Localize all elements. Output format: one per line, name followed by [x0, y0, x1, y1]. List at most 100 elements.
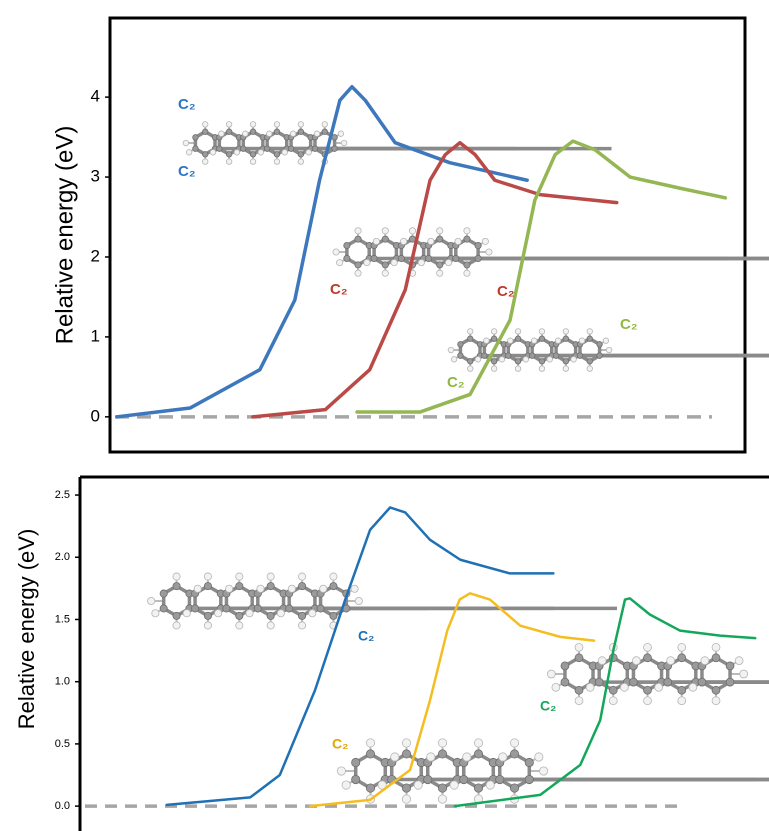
hydrogen-atom — [499, 753, 507, 761]
carbon-atom — [352, 758, 360, 766]
hydrogen-atom — [226, 159, 232, 165]
carbon-atom — [298, 152, 304, 158]
hydrogen-atom — [236, 622, 243, 629]
carbon-atom — [250, 129, 256, 135]
hydrogen-atom — [486, 249, 492, 255]
hydrogen-atom — [382, 228, 388, 234]
hydrogen-atom — [364, 259, 370, 265]
carbon-atom — [678, 654, 686, 662]
carbon-atom — [464, 236, 470, 242]
carbon-atom — [561, 662, 569, 670]
carbon-atom — [226, 152, 232, 158]
hydrogen-atom — [250, 122, 256, 128]
hydrogen-atom — [210, 150, 216, 156]
y-axis-label: Relative energy (eV) — [14, 529, 39, 730]
carbon-atom — [553, 353, 559, 359]
carbon-atom — [366, 784, 374, 792]
y-tick-label: 3 — [91, 167, 100, 186]
carbon-atom — [236, 583, 243, 590]
hydrogen-atom — [437, 270, 443, 276]
carbon-atom — [264, 146, 270, 152]
carbon-atom — [587, 359, 593, 365]
hydrogen-atom — [322, 122, 328, 128]
y-tick-label: 2.0 — [55, 551, 70, 563]
hydrogen-atom — [712, 697, 720, 705]
hydrogen-atom — [401, 238, 407, 244]
hydrogen-atom — [409, 228, 415, 234]
carbon-atom — [236, 612, 243, 619]
hydrogen-atom — [204, 573, 211, 580]
hydrogen-atom — [547, 670, 555, 678]
hydrogen-atom — [475, 357, 481, 363]
hydrogen-atom — [225, 585, 232, 592]
hydrogen-atom — [250, 159, 256, 165]
hydrogen-atom — [418, 259, 424, 265]
hydrogen-atom — [455, 238, 461, 244]
carbon-atom — [274, 152, 280, 158]
carbon-atom — [561, 678, 569, 686]
carbon-atom — [726, 678, 734, 686]
hydrogen-atom — [298, 122, 304, 128]
molecule — [148, 573, 617, 629]
hydrogen-atom — [467, 366, 473, 372]
carbon-atom — [217, 146, 223, 152]
hydrogen-atom — [667, 657, 675, 665]
hydrogen-atom — [438, 795, 446, 803]
hydrogen-atom — [644, 643, 652, 651]
carbon-atom — [475, 255, 481, 261]
hydrogen-atom — [243, 131, 249, 137]
carbon-atom — [595, 678, 603, 686]
carbon-atom — [525, 775, 533, 783]
carbon-atom — [467, 336, 473, 342]
hydrogen-atom — [274, 159, 280, 165]
hydrogen-atom — [474, 739, 482, 747]
carbon-atom — [250, 152, 256, 158]
hydrogen-atom — [402, 795, 410, 803]
hydrogen-atom — [373, 238, 379, 244]
annotation: C₂ — [447, 374, 465, 391]
carbon-atom — [726, 662, 734, 670]
hydrogen-atom — [414, 781, 422, 789]
carbon-atom — [515, 359, 521, 365]
carbon-atom — [398, 255, 404, 261]
hydrogen-atom — [575, 697, 583, 705]
carbon-atom — [191, 605, 198, 612]
carbon-atom — [382, 262, 388, 268]
hydrogen-atom — [587, 366, 593, 372]
carbon-atom — [438, 750, 446, 758]
carbon-atom — [352, 775, 360, 783]
figure: 01234Relative energy (eV)C₂C₂C₂C₂C₂C₂0.0… — [0, 0, 769, 831]
carbon-atom — [160, 590, 167, 597]
carbon-atom — [424, 775, 432, 783]
energy-curve — [253, 143, 617, 417]
carbon-atom — [515, 336, 521, 342]
carbon-atom — [609, 686, 617, 694]
hydrogen-atom — [186, 150, 192, 156]
carbon-atom — [438, 784, 446, 792]
hydrogen-atom — [355, 228, 361, 234]
y-tick-label: 0.5 — [55, 738, 70, 750]
hydrogen-atom — [603, 338, 609, 344]
carbon-atom — [286, 605, 293, 612]
hydrogen-atom — [644, 697, 652, 705]
carbon-atom — [563, 336, 569, 342]
carbon-atom — [698, 678, 706, 686]
hydrogen-atom — [499, 357, 505, 363]
hydrogen-atom — [575, 643, 583, 651]
hydrogen-atom — [445, 259, 451, 265]
hydrogen-atom — [531, 338, 537, 344]
panel-frame — [110, 18, 745, 452]
carbon-atom — [437, 236, 443, 242]
carbon-atom — [575, 654, 583, 662]
hydrogen-atom — [148, 597, 155, 604]
carbon-atom — [254, 605, 261, 612]
hydrogen-atom — [290, 131, 296, 137]
y-tick-label: 2 — [91, 246, 100, 265]
hydrogen-atom — [202, 122, 208, 128]
hydrogen-atom — [194, 585, 201, 592]
hydrogen-atom — [152, 610, 159, 617]
hydrogen-atom — [266, 131, 272, 137]
hydrogen-atom — [486, 781, 494, 789]
hydrogen-atom — [267, 622, 274, 629]
hydrogen-atom — [491, 366, 497, 372]
